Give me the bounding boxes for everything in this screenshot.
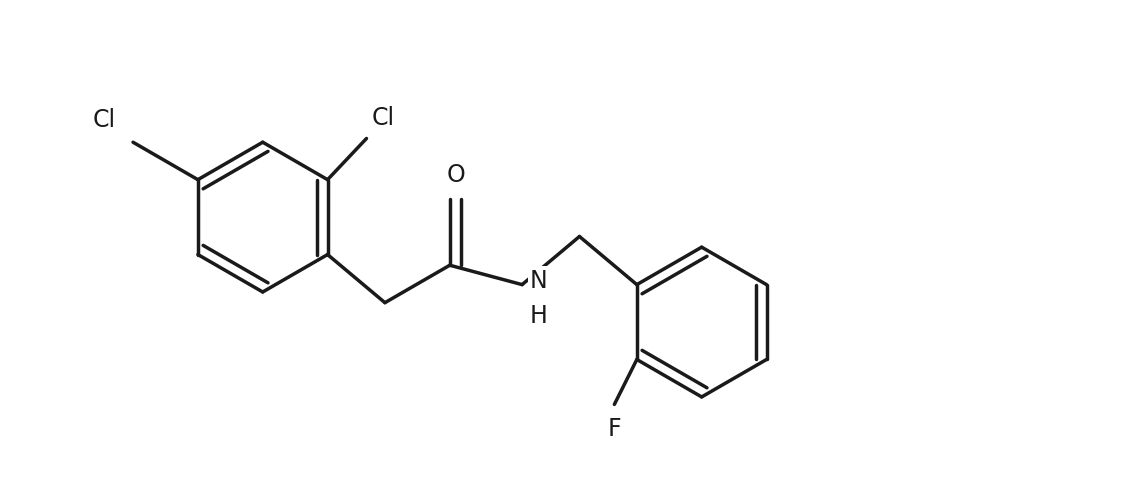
Text: O: O	[446, 163, 465, 186]
Text: N: N	[529, 268, 548, 292]
Text: Cl: Cl	[371, 106, 394, 130]
Text: F: F	[608, 416, 621, 440]
Text: Cl: Cl	[93, 107, 116, 131]
Text: H: H	[529, 304, 548, 327]
